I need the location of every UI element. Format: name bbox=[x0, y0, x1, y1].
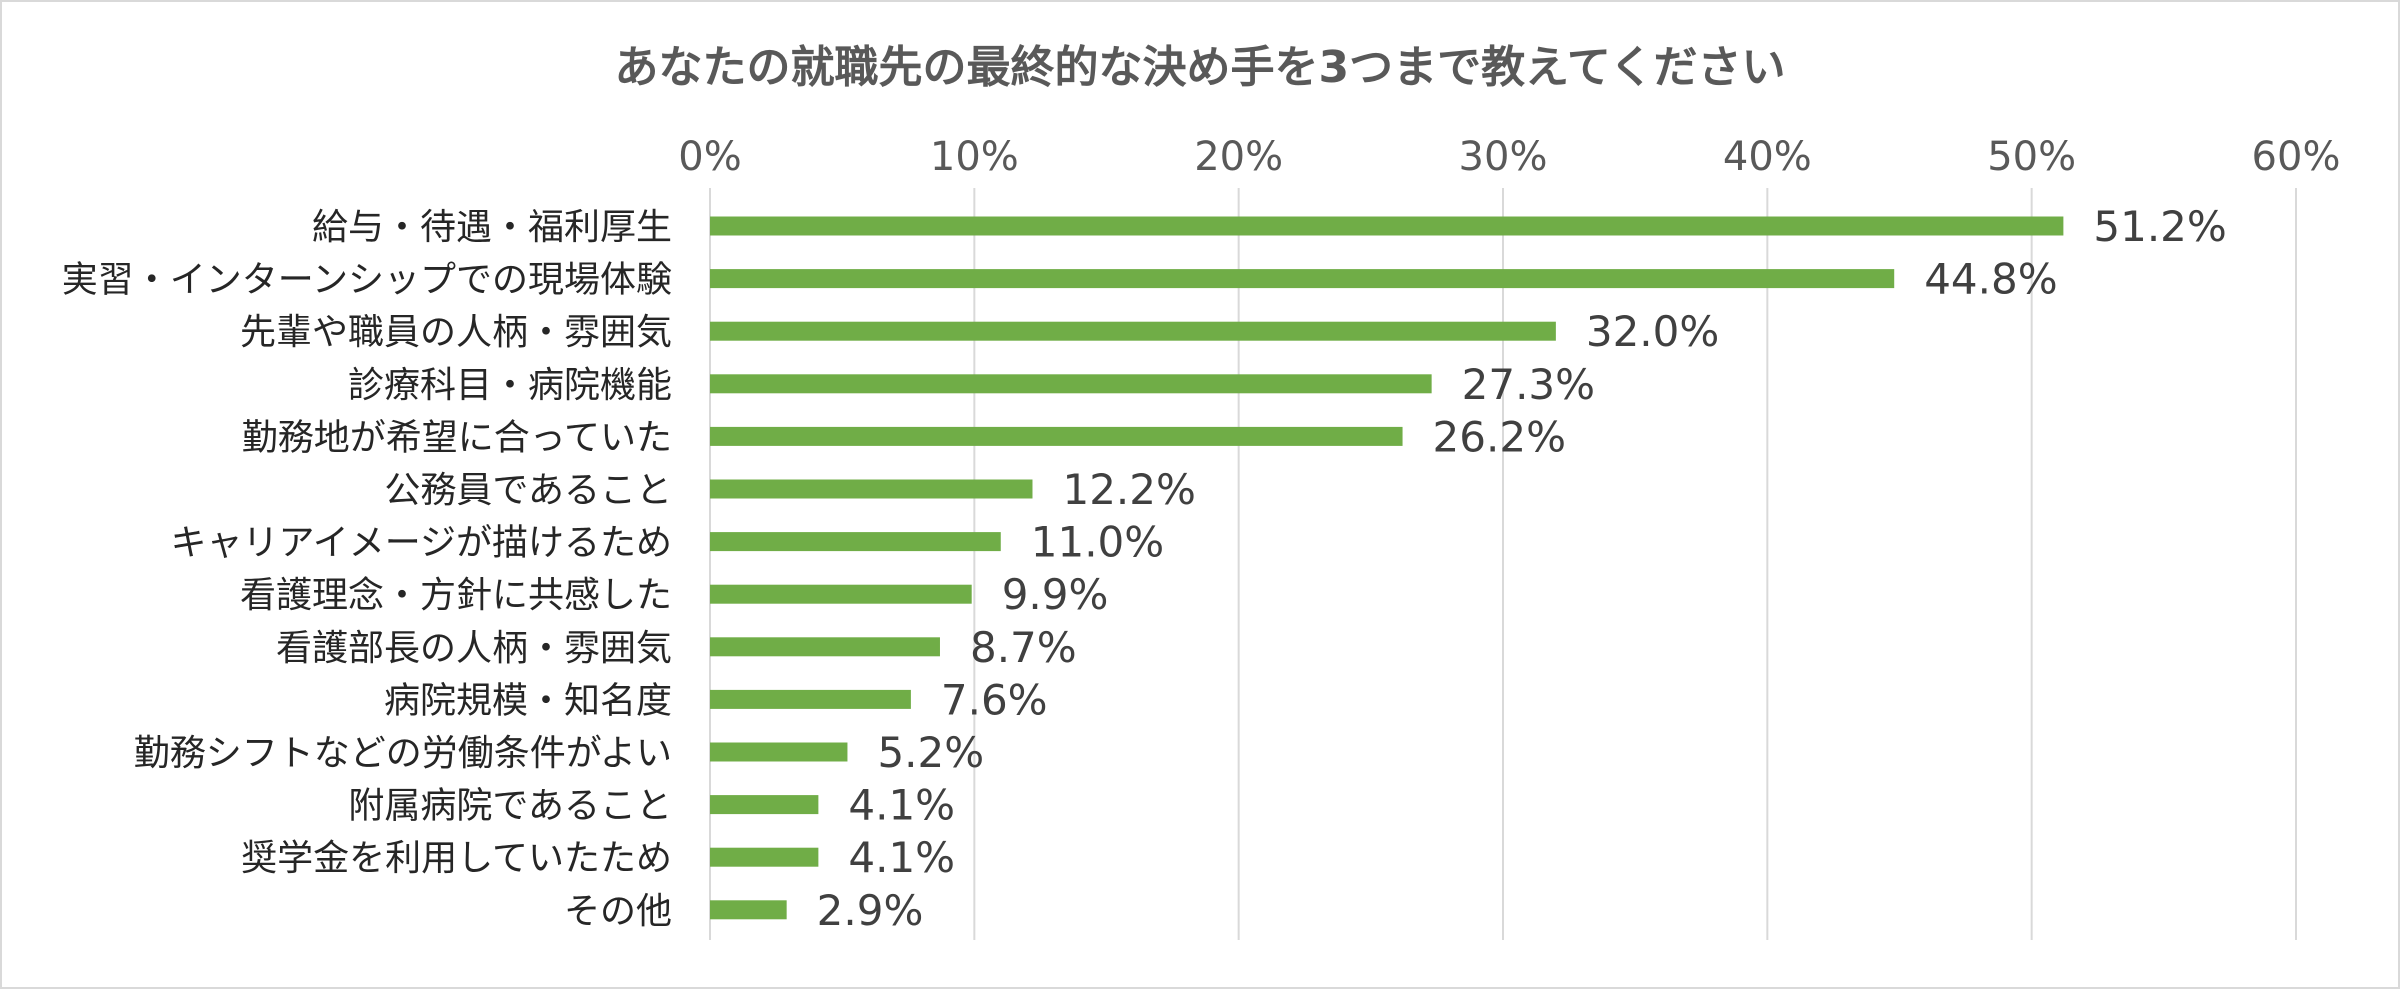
category-label: 実習・インターンシップでの現場体験 bbox=[62, 260, 672, 301]
data-label: 11.0% bbox=[1031, 518, 1164, 567]
x-tick-label: 30% bbox=[1459, 134, 1548, 180]
data-label: 32.0% bbox=[1586, 307, 1719, 356]
bar bbox=[710, 479, 1033, 499]
x-axis-ticks: 0% 10% 20% 30% 40% 50% 60% bbox=[678, 134, 2340, 180]
category-label: 病院規模・知名度 bbox=[384, 680, 672, 721]
data-label: 4.1% bbox=[848, 833, 955, 882]
data-label: 7.6% bbox=[941, 675, 1048, 724]
category-label: 勤務シフトなどの労働条件がよい bbox=[134, 733, 672, 774]
x-tick-label: 10% bbox=[930, 134, 1019, 180]
category-label: 公務員であること bbox=[384, 470, 672, 511]
data-label: 44.8% bbox=[1924, 255, 2057, 304]
category-label: 診療科目・病院機能 bbox=[348, 365, 672, 406]
x-tick-label: 20% bbox=[1194, 134, 1283, 180]
data-label: 12.2% bbox=[1062, 465, 1195, 514]
bar bbox=[710, 900, 787, 920]
x-tick-label: 50% bbox=[1987, 134, 2076, 180]
bar bbox=[710, 321, 1556, 341]
chart-title: あなたの就職先の最終的な決め手を3つまで教えてください bbox=[614, 42, 1785, 93]
data-label: 51.2% bbox=[2093, 202, 2226, 251]
gridlines bbox=[709, 188, 2297, 940]
data-label: 2.9% bbox=[817, 886, 924, 935]
x-tick-label: 40% bbox=[1723, 134, 1812, 180]
bar bbox=[710, 426, 1403, 446]
bar bbox=[710, 795, 819, 815]
bars bbox=[710, 216, 2064, 920]
bar bbox=[710, 216, 2064, 236]
bar bbox=[710, 584, 972, 604]
bar bbox=[710, 269, 1895, 289]
category-label: その他 bbox=[564, 891, 672, 932]
category-label: 先輩や職員の人柄・雰囲気 bbox=[240, 312, 672, 353]
x-tick-label: 60% bbox=[2252, 134, 2341, 180]
data-label: 8.7% bbox=[970, 623, 1077, 672]
category-label: 附属病院であること bbox=[348, 786, 672, 827]
bar bbox=[710, 532, 1001, 552]
data-labels: 51.2% 44.8% 32.0%27.3%26.2% 12.2%11.0%9.9%8… bbox=[817, 202, 2227, 935]
bar bbox=[710, 689, 911, 709]
data-label: 27.3% bbox=[1462, 360, 1595, 409]
data-label: 5.2% bbox=[877, 728, 984, 777]
category-label: 奨学金を利用していたため bbox=[241, 838, 672, 879]
category-label: 看護理念・方針に共感した bbox=[240, 575, 672, 616]
category-label: キャリアイメージが描けるため bbox=[171, 523, 672, 564]
bar bbox=[710, 847, 819, 867]
category-label: 看護部長の人柄・雰囲気 bbox=[276, 628, 672, 669]
category-label: 給与・待遇・福利厚生 bbox=[312, 207, 672, 248]
bar bbox=[710, 374, 1432, 394]
category-label: 勤務地が希望に合っていた bbox=[242, 417, 672, 458]
data-label: 9.9% bbox=[1002, 570, 1109, 619]
bar bbox=[710, 742, 848, 762]
data-label: 26.2% bbox=[1433, 412, 1566, 461]
bar bbox=[710, 637, 940, 657]
x-tick-label: 0% bbox=[678, 134, 741, 180]
data-label: 4.1% bbox=[848, 781, 955, 830]
category-labels: 給与・待遇・福利厚生実習・インターンシップでの現場体験先輩や職員の人柄・雰囲気診… bbox=[62, 207, 672, 932]
